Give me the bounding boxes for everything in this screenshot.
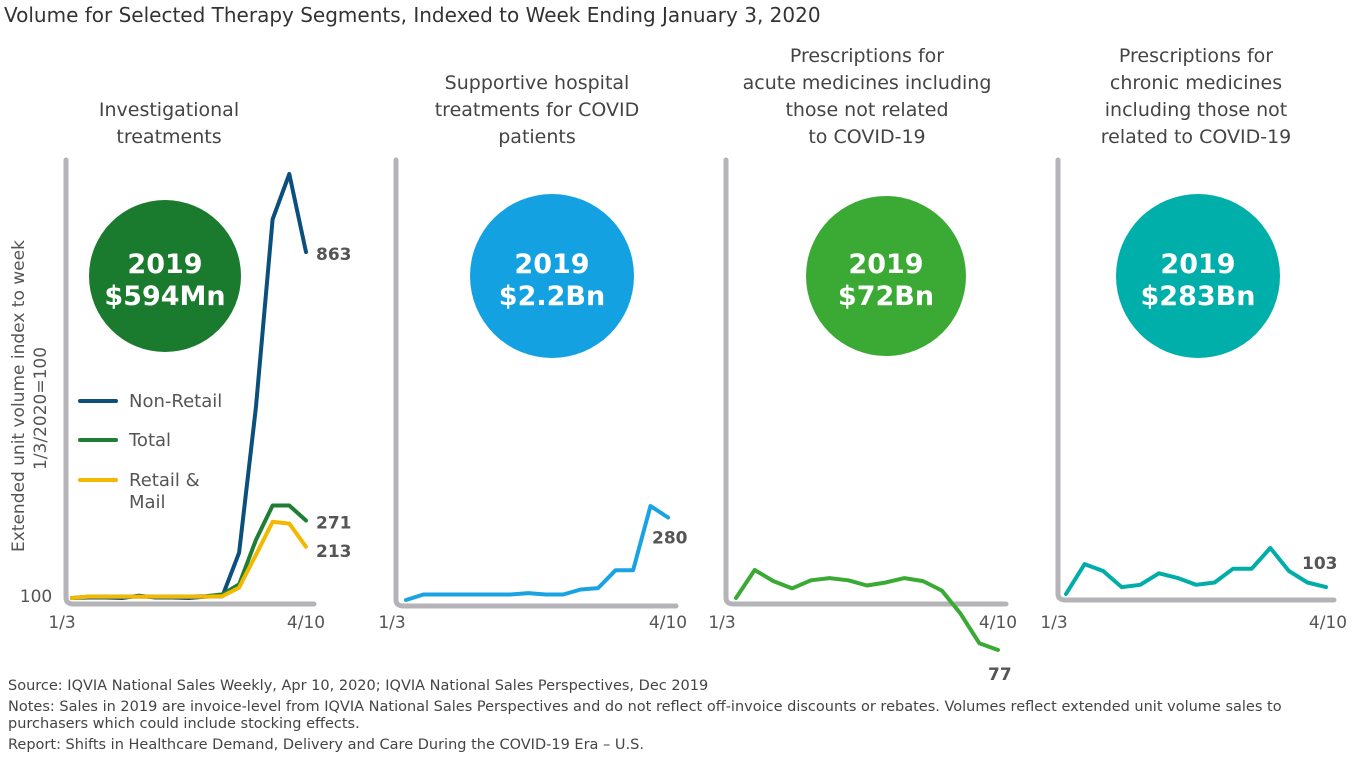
x-tick-label: 4/10 xyxy=(649,613,687,633)
footer-notes: Source: IQVIA National Sales Weekly, Apr… xyxy=(8,678,1348,758)
chart-title: Volume for Selected Therapy Segments, In… xyxy=(4,3,821,27)
bubble-label: $594Mn xyxy=(104,281,225,312)
axis-line xyxy=(393,157,679,609)
bubble-label: 2019 xyxy=(1160,249,1235,280)
series-line xyxy=(404,504,670,602)
y-tick-label: 100 xyxy=(20,587,52,607)
x-tick-label: 1/3 xyxy=(708,613,735,633)
x-tick-label: 1/3 xyxy=(1040,613,1067,633)
sales-bubble xyxy=(1116,194,1280,358)
legend-label: Non-Retail xyxy=(129,391,222,412)
x-tick-label: 4/10 xyxy=(287,613,325,633)
panel-title-line: patients xyxy=(498,126,576,148)
panel-title-line: chronic medicines xyxy=(1110,72,1282,94)
y-axis-label-line1: Extended unit volume index to week xyxy=(9,240,29,552)
panel-title-line: Investigational xyxy=(99,99,239,121)
end-value-label: 271 xyxy=(316,513,352,533)
panel-4: Prescriptions for chronic medicines includ… xyxy=(1040,45,1347,633)
end-value-label: 213 xyxy=(316,542,352,562)
panel-title-line: including those not xyxy=(1105,99,1287,121)
panel-title-line: Supportive hospital xyxy=(445,72,630,94)
bubble-label: 2019 xyxy=(848,249,923,280)
panel-title-line: Prescriptions for xyxy=(1119,45,1273,67)
y-axis-label-line2: 1/3/2020=100 xyxy=(31,347,51,470)
legend: Non-Retail Total Retail & Mail xyxy=(78,391,222,513)
bubble-label: 2019 xyxy=(514,249,589,280)
panel-title-line: acute medicines including xyxy=(743,72,992,94)
x-tick-label: 4/10 xyxy=(979,613,1017,633)
sales-bubble xyxy=(806,196,966,356)
panel-title-line: treatments for COVID xyxy=(435,99,640,121)
panel-title-line: Prescriptions for xyxy=(790,45,944,67)
report-note: Report: Shifts in Healthcare Demand, Del… xyxy=(8,737,644,753)
end-value-label: 863 xyxy=(316,245,352,265)
legend-label: Retail & Mail xyxy=(129,470,200,513)
panel-2: Supportive hospital treatments for COVID p… xyxy=(378,72,687,633)
panel-title-line: those not related xyxy=(785,99,948,121)
sales-bubble xyxy=(470,194,634,358)
bubble-label: $72Bn xyxy=(838,281,934,312)
panel-title-line: to COVID-19 xyxy=(808,126,925,148)
panel-title-line: treatments xyxy=(116,126,221,148)
axis-line xyxy=(723,157,1009,607)
series-line xyxy=(70,519,308,600)
end-value-label: 103 xyxy=(1302,554,1338,574)
end-value-label: 280 xyxy=(652,528,688,548)
panel-3: Prescriptions for acute medicines includi… xyxy=(708,45,1017,685)
panel-1: Investigational treatments 2019$594Mn 1/3 4/… xyxy=(20,99,352,633)
x-tick-label: 4/10 xyxy=(1309,613,1347,633)
legend-label: Total xyxy=(128,430,171,451)
bubble-label: 2019 xyxy=(127,249,202,280)
series-line xyxy=(734,568,1000,652)
bubble-label: $2.2Bn xyxy=(499,281,605,312)
bubble-label: $283Bn xyxy=(1141,281,1256,312)
series-line xyxy=(70,503,308,600)
axis-line xyxy=(63,157,317,607)
x-tick-label: 1/3 xyxy=(378,613,405,633)
source-note: Source: IQVIA National Sales Weekly, Apr… xyxy=(8,678,709,694)
series-line xyxy=(1064,546,1328,596)
end-value-label: 77 xyxy=(988,665,1012,685)
panel-title-line: related to COVID-19 xyxy=(1101,126,1292,148)
sales-bubble xyxy=(89,200,241,352)
x-tick-label: 1/3 xyxy=(48,613,75,633)
notes-text: Notes: Sales in 2019 are invoice-level f… xyxy=(8,699,1282,732)
y-axis-label: Extended unit volume index to week 1/3/2… xyxy=(9,240,51,552)
axis-line xyxy=(1055,157,1337,603)
